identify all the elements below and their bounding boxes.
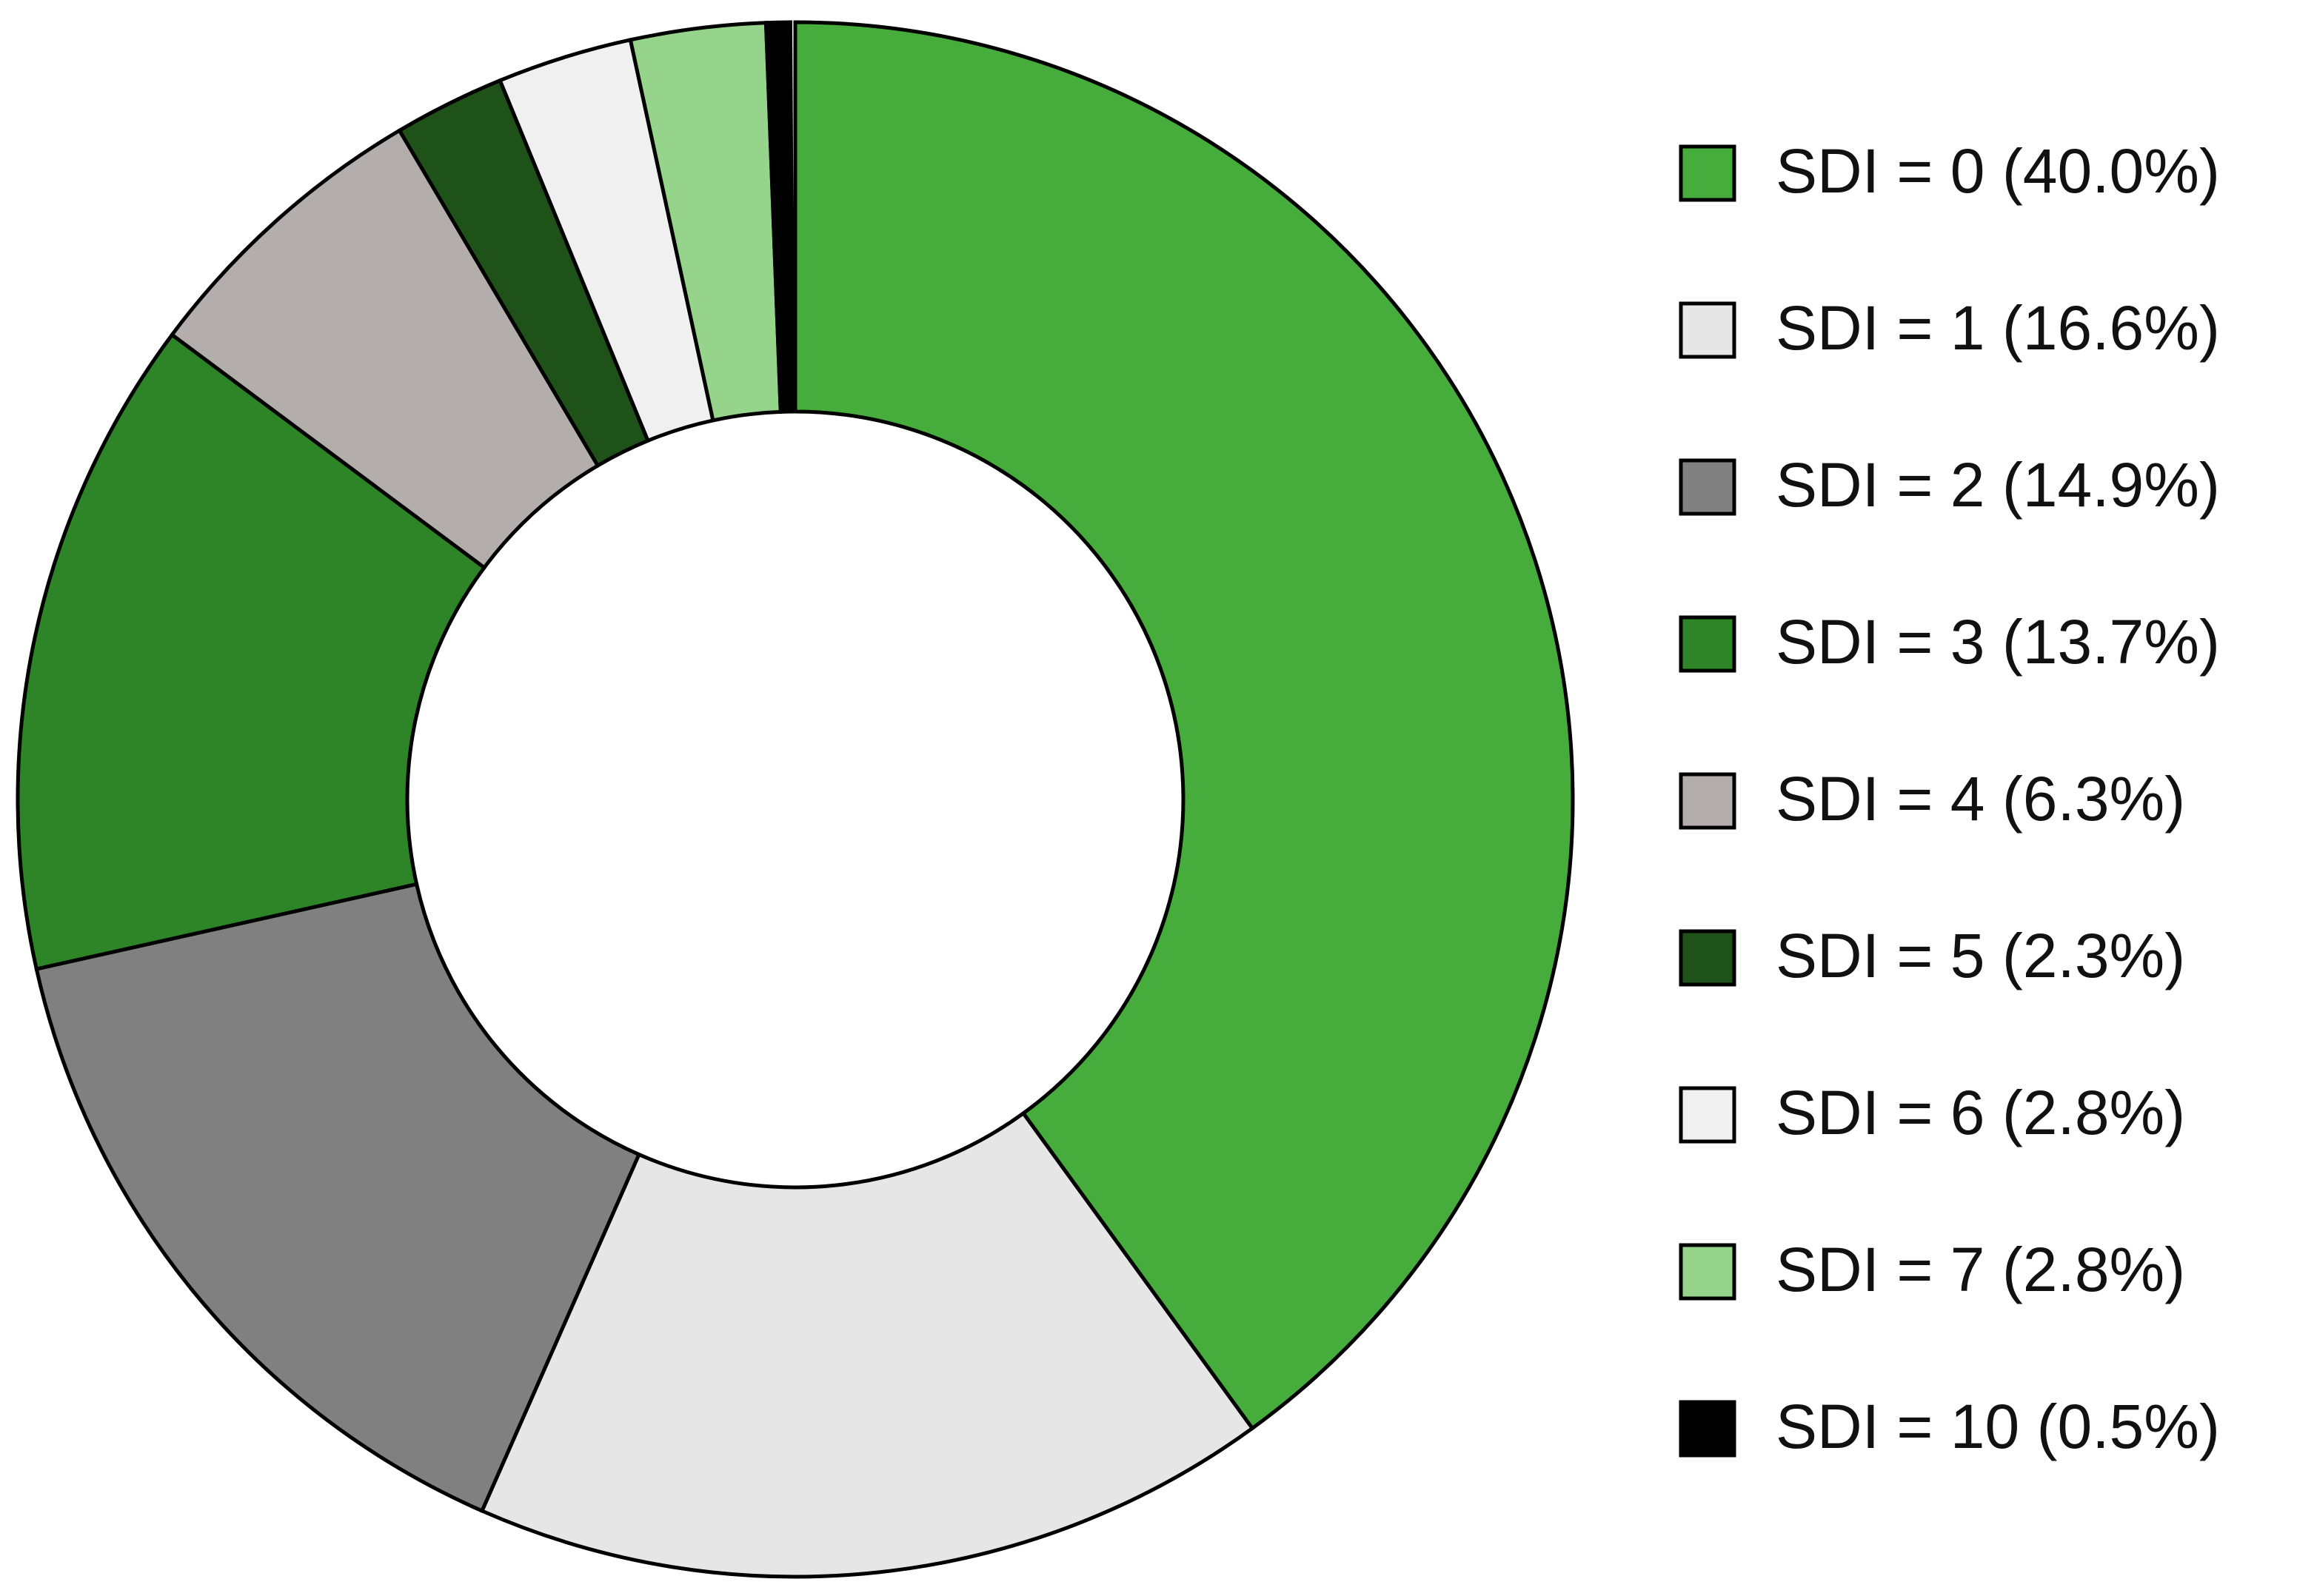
legend-label: SDI = 2 (14.9%): [1776, 450, 2220, 520]
legend-swatch: [1679, 1243, 1736, 1301]
legend-swatch: [1679, 615, 1736, 673]
legend-swatch: [1679, 301, 1736, 359]
legend-swatch: [1679, 772, 1736, 830]
legend-label: SDI = 1 (16.6%): [1776, 293, 2220, 363]
legend-swatch: [1679, 144, 1736, 202]
legend-label: SDI = 0 (40.0%): [1776, 136, 2220, 206]
donut-slice: [34, 882, 642, 1514]
legend-swatch: [1679, 1400, 1736, 1458]
donut-slice: [793, 20, 1575, 1431]
legend-swatch: [1679, 458, 1736, 516]
legend-label: SDI = 5 (2.3%): [1776, 921, 2185, 990]
legend-label: SDI = 7 (2.8%): [1776, 1235, 2185, 1304]
donut-slice: [479, 1110, 1255, 1579]
donut-slice: [16, 332, 487, 972]
legend-label: SDI = 3 (13.7%): [1776, 607, 2220, 677]
legend-label: SDI = 4 (6.3%): [1776, 764, 2185, 834]
donut-slice: [169, 127, 601, 571]
legend-label: SDI = 10 (0.5%): [1776, 1392, 2220, 1461]
legend-swatch: [1679, 929, 1736, 987]
donut-slice: [763, 20, 795, 414]
legend-swatch: [1679, 1086, 1736, 1144]
legend-label: SDI = 6 (2.8%): [1776, 1078, 2185, 1147]
